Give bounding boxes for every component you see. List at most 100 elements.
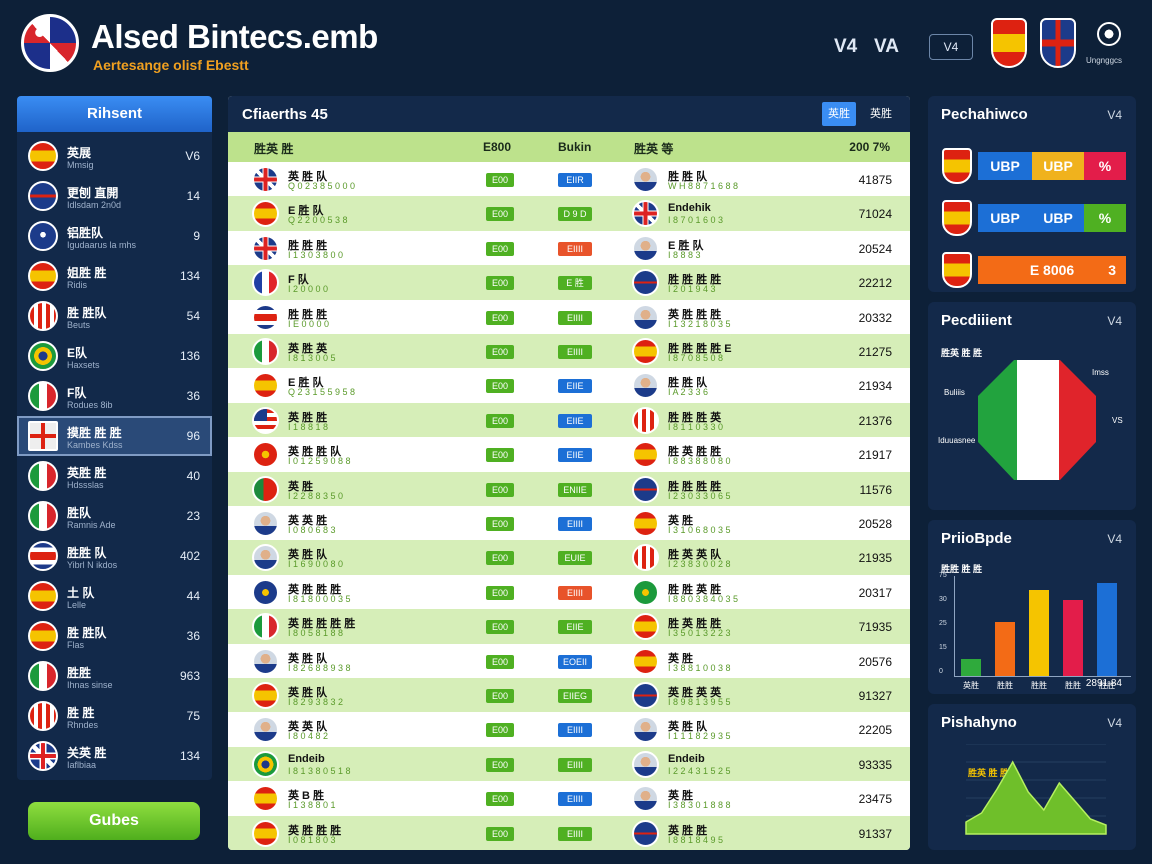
- version-chip[interactable]: V4: [929, 34, 973, 60]
- row-status-pill[interactable]: EIIE: [558, 448, 592, 463]
- row-badge[interactable]: E00: [486, 826, 514, 841]
- row-badge[interactable]: E00: [486, 689, 514, 703]
- row-status-pill[interactable]: D 9 D: [558, 207, 592, 222]
- sidebar-item[interactable]: 摸胜 胜 胜 Kambes Kdss 96: [17, 416, 212, 456]
- stat-bar-row[interactable]: UBP UBP%: [942, 148, 1126, 184]
- row-badge[interactable]: E00: [486, 723, 514, 738]
- tab-b[interactable]: 英胜: [870, 108, 892, 120]
- row-badge[interactable]: E00: [486, 310, 514, 325]
- sidebar-item[interactable]: 胜胜 队 Yibrl N ikdos 402: [17, 536, 212, 576]
- row-badge[interactable]: E00: [486, 241, 514, 256]
- team-name: 英 胜 队: [288, 687, 328, 699]
- sidebar-item[interactable]: 关英 胜 Iaflbiaa 134: [17, 736, 212, 776]
- sidebar-item[interactable]: 姐胜 胜 Ridis 134: [17, 256, 212, 296]
- row-badge[interactable]: E00: [486, 551, 514, 566]
- row-status-pill[interactable]: EIIII: [558, 723, 592, 738]
- col-score[interactable]: 200 7%: [849, 140, 890, 154]
- row-status-pill[interactable]: EIIII: [558, 345, 592, 359]
- stat-bar-row[interactable]: E 8006 3: [942, 252, 1126, 288]
- row-badge[interactable]: E00: [486, 620, 514, 635]
- row-status-pill[interactable]: EIIII: [558, 792, 592, 807]
- col-team[interactable]: 胜英 胜: [254, 142, 294, 156]
- row-status-pill[interactable]: EIIR: [558, 173, 592, 187]
- row-status-pill[interactable]: ENIIE: [558, 482, 592, 497]
- bar-3[interactable]: [1063, 600, 1083, 676]
- row-badge[interactable]: E00: [486, 413, 514, 428]
- col-e800[interactable]: E800: [483, 140, 512, 154]
- row-badge[interactable]: E00: [486, 585, 514, 600]
- bar-4[interactable]: [1097, 583, 1117, 676]
- row-score: 20528: [858, 517, 892, 531]
- football-icon[interactable]: [1097, 22, 1121, 46]
- row-status-pill[interactable]: EIIII: [558, 585, 592, 600]
- row-status-pill[interactable]: EIIEG: [558, 689, 592, 703]
- sidebar-item[interactable]: 胜 胜队 Flas 36: [17, 616, 212, 656]
- row-status-pill[interactable]: EIIE: [558, 413, 592, 428]
- sidebar-item[interactable]: 胜队 Ramnis Ade 23: [17, 496, 212, 536]
- row-status-pill[interactable]: EUIE: [558, 551, 592, 566]
- row-badge[interactable]: E00: [486, 517, 514, 531]
- bar-1[interactable]: [995, 621, 1015, 676]
- sidebar-item[interactable]: E队 Haxsets 136: [17, 336, 212, 376]
- row-badge[interactable]: E00: [486, 448, 514, 463]
- col-opponent[interactable]: 胜英 等: [634, 142, 674, 156]
- row-status-pill[interactable]: EOEII: [558, 654, 592, 669]
- sidebar-item[interactable]: F队 Rodues 8ib 36: [17, 376, 212, 416]
- row-status-pill[interactable]: EIIE: [558, 379, 592, 394]
- row-status-pill[interactable]: EIIII: [558, 310, 592, 325]
- col-bukin[interactable]: Bukin: [558, 140, 592, 154]
- row-badge[interactable]: E00: [486, 482, 514, 497]
- row-status-pill[interactable]: EIIII: [558, 826, 592, 841]
- sidebar-item[interactable]: 英胜 胜 Hdssslas 40: [17, 456, 212, 496]
- sidebar-item[interactable]: 胜胜 Ihnas sinse 963: [17, 656, 212, 696]
- row-badge[interactable]: E00: [486, 757, 514, 772]
- stat-bar-row[interactable]: UBP UBP%: [942, 200, 1126, 236]
- crest-uk-icon[interactable]: [1040, 18, 1076, 68]
- row-status-pill[interactable]: E 胜: [558, 276, 592, 291]
- sidebar-item[interactable]: 更刨 直開 Idlsdam 2n0d 14: [17, 176, 212, 216]
- row-status-pill[interactable]: EIIII: [558, 517, 592, 531]
- table-row[interactable]: Endeib I 8 1 3 8 0 5 1 8 E00 EIIII Endeib I 2…: [228, 746, 910, 782]
- mode-toggle-b[interactable]: VA: [874, 36, 899, 57]
- sidebar-item[interactable]: 胜 胜 Rhndes 75: [17, 696, 212, 736]
- tab-a[interactable]: 英胜: [822, 102, 856, 126]
- sidebar-action-button[interactable]: Gubes: [28, 802, 200, 840]
- row-badge[interactable]: E00: [486, 654, 514, 669]
- row-status-pill[interactable]: EIIII: [558, 757, 592, 772]
- row-badge[interactable]: E00: [486, 345, 514, 359]
- sidebar-item[interactable]: 胜 胜队 Beuts 54: [17, 296, 212, 336]
- row-badge[interactable]: E00: [486, 173, 514, 187]
- crest-spain-icon[interactable]: [991, 18, 1027, 68]
- row-badge[interactable]: E00: [486, 379, 514, 394]
- sidebar-item[interactable]: 土 队 Lelle 44: [17, 576, 212, 616]
- mode-toggle-a[interactable]: V4: [834, 36, 858, 57]
- sidebar-item[interactable]: 铝胜队 Igudaarus la mhs 9: [17, 216, 212, 256]
- row-status-pill[interactable]: EIIE: [558, 620, 592, 635]
- sidebar-item[interactable]: 英展 Mmsig V6: [17, 136, 212, 176]
- row-badge[interactable]: E00: [486, 792, 514, 807]
- row-status-pill[interactable]: EIIII: [558, 241, 592, 256]
- bar-2[interactable]: [1029, 590, 1049, 676]
- row-badge[interactable]: E00: [486, 276, 514, 291]
- bar-0[interactable]: [961, 658, 981, 676]
- row-badge[interactable]: E00: [486, 207, 514, 222]
